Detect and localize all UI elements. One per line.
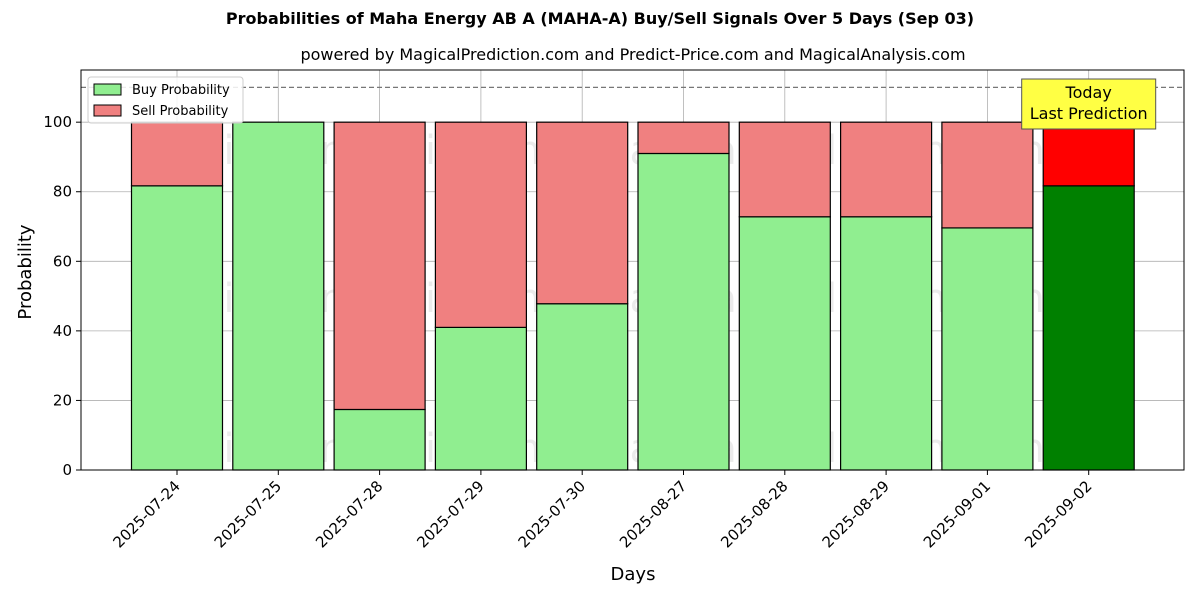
legend-box: [87, 76, 244, 124]
callout-box: [1021, 78, 1157, 130]
y-tick-label: 80: [53, 183, 72, 201]
bar-buy-probability: [941, 227, 1034, 471]
y-tick-label: 40: [53, 322, 72, 340]
chart-title: Probabilities of Maha Energy AB A (MAHA-…: [225, 9, 975, 28]
bars: [130, 121, 1135, 471]
x-tick-label: 2025-07-30: [515, 477, 589, 551]
x-tick-label: 2025-08-27: [616, 477, 690, 551]
x-tick-label: 2025-08-28: [717, 477, 791, 551]
legend-label: Buy Probability: [132, 83, 230, 98]
bar-buy-probability: [130, 185, 224, 471]
x-tick-label: 2025-09-02: [1021, 477, 1095, 551]
legend-swatch: [93, 104, 122, 117]
bar-sell-probability: [536, 121, 629, 305]
bar-buy-probability: [1042, 185, 1135, 471]
today-callout: Today Last Prediction: [1021, 78, 1157, 130]
x-tick-label: 2025-07-25: [211, 477, 285, 551]
bar-buy-probability: [637, 152, 730, 471]
callout-text: Last Prediction: [1030, 104, 1148, 123]
bar-buy-probability: [434, 326, 527, 471]
y-tick-label: 60: [53, 252, 72, 270]
bar-sell-probability: [130, 121, 224, 187]
bar-sell-probability: [434, 121, 527, 328]
bar-sell-probability: [333, 121, 426, 411]
bar-sell-probability: [941, 121, 1034, 229]
y-tick-label: 100: [43, 113, 72, 131]
legend-swatch: [93, 83, 122, 96]
x-tick-label: 2025-07-28: [312, 477, 386, 551]
plot-frame: [80, 69, 1185, 471]
bar-buy-probability: [232, 121, 325, 471]
y-tick-label: 20: [53, 391, 72, 409]
legend-label: Sell Probability: [132, 104, 229, 119]
bar-sell-probability: [839, 121, 933, 218]
bar-buy-probability: [738, 216, 831, 471]
y-tick-label: 0: [62, 461, 72, 479]
x-tick-label: 2025-09-01: [920, 477, 994, 551]
chart-subtitle: powered by MagicalPrediction.com and Pre…: [300, 45, 966, 64]
bar-sell-probability: [738, 121, 831, 218]
x-tick-label: 2025-07-29: [413, 477, 487, 551]
legend: Buy Probability Sell Probability: [87, 76, 244, 124]
x-tick-label: 2025-07-24: [109, 477, 183, 551]
bar-sell-probability: [637, 121, 730, 155]
y-axis-label: Probability: [15, 224, 36, 319]
x-tick-label: 2025-08-29: [819, 477, 893, 551]
y-axis-ticks: 0 20 40 60 80 100: [43, 113, 81, 479]
bar-sell-probability: [1042, 121, 1135, 187]
x-axis-label: Days: [611, 564, 656, 585]
bar-buy-probability: [333, 408, 426, 471]
x-axis-ticks: 2025-07-24 2025-07-25 2025-07-28 2025-07-29…: [109, 470, 1096, 551]
callout-text: Today: [1065, 83, 1112, 102]
bar-buy-probability: [839, 216, 933, 471]
bar-buy-probability: [536, 303, 629, 471]
